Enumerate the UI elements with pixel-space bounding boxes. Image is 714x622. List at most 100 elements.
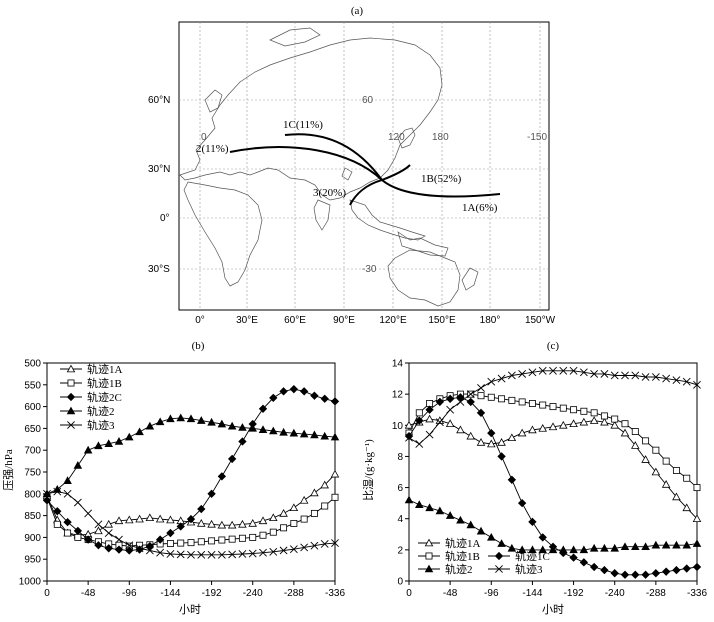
chart-c-title: (c) <box>547 340 560 352</box>
data-point <box>456 425 465 434</box>
data-point <box>94 441 103 450</box>
data-point <box>228 535 236 543</box>
trajectory-1C-path <box>284 133 383 181</box>
trajectory-1B-label: 1B(52%) <box>421 173 462 185</box>
data-point <box>446 405 455 414</box>
data-point <box>693 380 701 389</box>
lat-label-30S: 30°S <box>148 264 170 275</box>
data-point <box>589 543 599 552</box>
inner-label-neg30: -30 <box>362 264 377 275</box>
data-point <box>218 536 226 544</box>
data-point <box>682 564 691 573</box>
data-point <box>145 421 155 430</box>
data-point <box>631 570 640 579</box>
data-point <box>73 461 83 469</box>
chart-c-xlabel: 小时 <box>542 603 564 616</box>
data-point <box>125 546 134 555</box>
lon-label-150E: 150°E <box>428 315 456 326</box>
data-point <box>258 516 268 525</box>
data-point <box>641 455 650 463</box>
data-point <box>497 452 506 461</box>
data-point <box>651 569 661 578</box>
legend-label: 轨迹2 <box>445 562 473 576</box>
data-point <box>156 548 165 557</box>
data-point <box>610 371 619 380</box>
data-point <box>145 513 155 522</box>
y-tick-label: 650 <box>24 424 41 435</box>
data-point <box>135 427 144 436</box>
data-point <box>497 539 506 547</box>
data-point <box>661 540 671 549</box>
x-tick-label: -336 <box>687 588 707 599</box>
data-point <box>415 416 424 425</box>
data-point <box>631 542 640 551</box>
legend-label: 轨迹2 <box>87 404 115 418</box>
data-point <box>569 419 578 428</box>
data-point <box>569 366 578 375</box>
map-panel-label: (a) <box>351 5 364 17</box>
trajectory-3-label: 3(20%) <box>313 187 346 199</box>
data-point <box>579 545 589 554</box>
data-point <box>600 369 609 378</box>
data-point <box>238 437 247 446</box>
pressure-chart: (b) 0 -48 -96 -144 -192 -240 -288 -336 500 550 600… <box>2 340 345 616</box>
lon-label-150W: 150°W <box>525 315 556 326</box>
legend-marker <box>495 565 503 573</box>
data-point <box>651 540 661 549</box>
data-point <box>682 377 691 386</box>
lon-label-180: 180° <box>480 315 501 326</box>
data-point <box>114 516 124 525</box>
data-point <box>197 519 206 527</box>
data-point <box>456 398 465 406</box>
data-point <box>590 409 598 417</box>
data-point <box>208 537 216 545</box>
data-point <box>651 467 661 476</box>
data-point <box>299 387 309 396</box>
data-point <box>320 480 329 489</box>
data-point <box>197 550 206 559</box>
data-point <box>207 417 216 426</box>
legend-label: 轨迹3 <box>87 418 115 432</box>
data-point <box>249 533 257 541</box>
data-point <box>600 417 609 426</box>
y-tick-label: 750 <box>24 468 41 479</box>
data-point <box>466 520 475 529</box>
data-point <box>569 553 578 562</box>
data-point <box>641 373 650 381</box>
data-point <box>289 545 298 554</box>
map-coastlines <box>179 27 479 307</box>
data-point <box>631 441 640 449</box>
y-tick-label: 12 <box>392 390 404 401</box>
data-point <box>497 437 506 446</box>
data-point <box>290 519 298 527</box>
data-point <box>425 414 434 423</box>
data-point <box>279 508 288 517</box>
legend-marker <box>425 552 433 560</box>
data-point <box>176 522 185 531</box>
data-point <box>64 529 72 537</box>
data-point <box>258 404 268 413</box>
x-tick-label: -288 <box>646 588 666 599</box>
y-tick-label: 500 <box>24 359 41 370</box>
data-point <box>42 496 52 505</box>
data-point <box>497 374 506 383</box>
x-tick-label: -336 <box>325 588 345 599</box>
series-line-0 <box>408 418 698 520</box>
chart-c-plot-area: 0 -48 -96 -144 -192 -240 -288 -336 0 2 4 6 8 10 12 14 <box>392 359 708 600</box>
data-point <box>53 520 61 528</box>
data-point <box>238 519 247 528</box>
data-point <box>435 397 445 407</box>
data-point <box>197 504 206 514</box>
legend-marker <box>66 406 76 415</box>
x-tick-label: -192 <box>564 588 584 599</box>
data-point <box>559 404 567 412</box>
data-point <box>487 439 496 448</box>
data-point <box>620 570 630 579</box>
data-point <box>227 520 237 529</box>
data-point <box>114 437 124 445</box>
data-point <box>238 534 246 542</box>
lon-label-30E: 30°E <box>236 315 258 326</box>
legend-label: 轨迹1A <box>445 536 480 550</box>
data-point <box>548 422 558 431</box>
